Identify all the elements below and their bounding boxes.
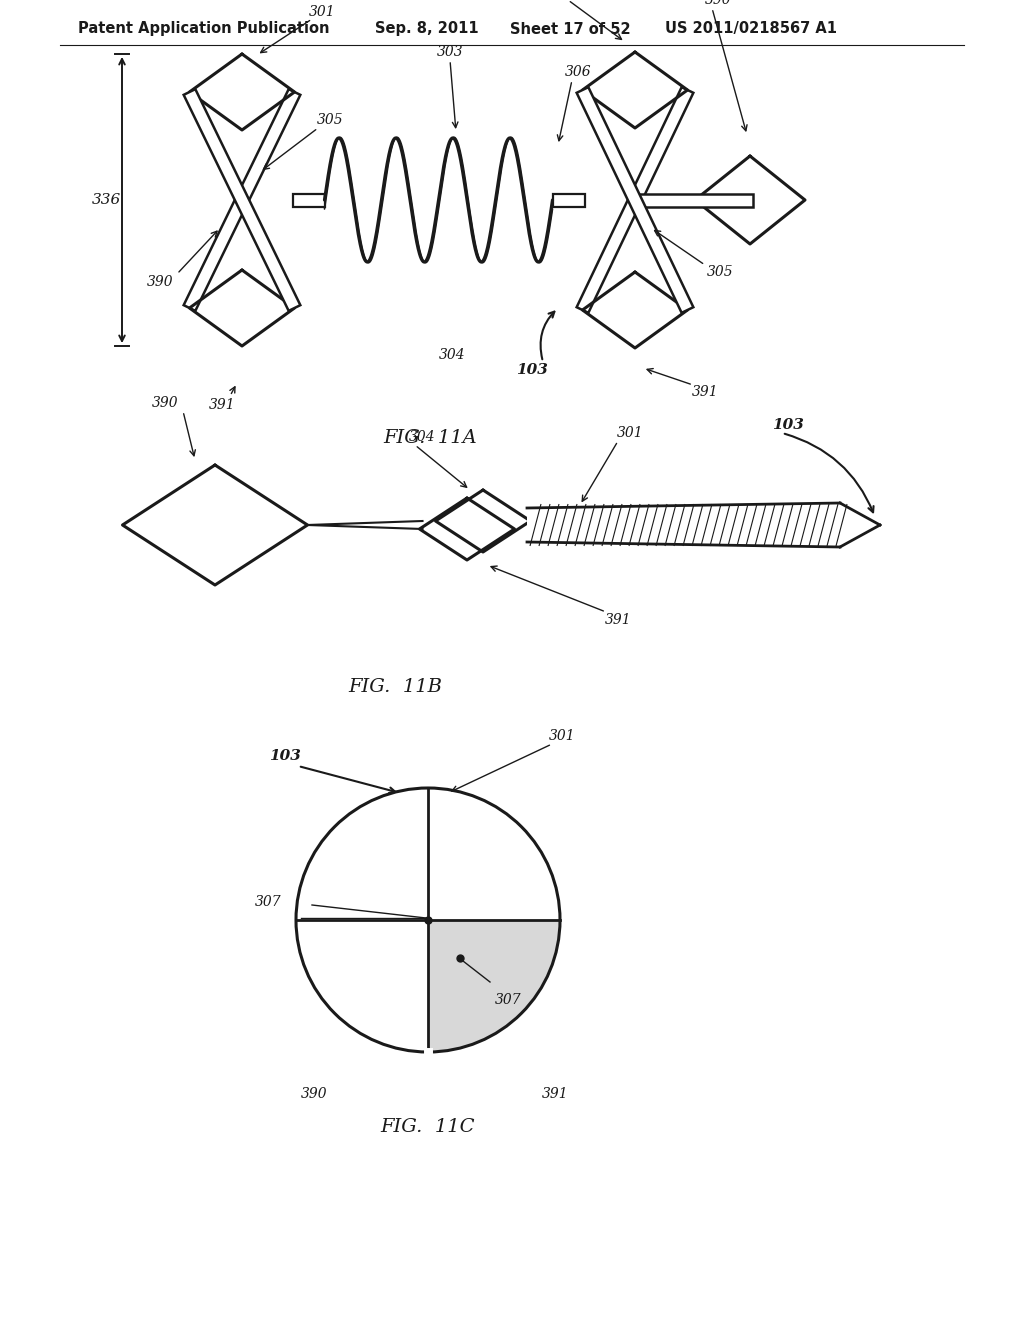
Text: 391: 391	[605, 612, 632, 627]
Text: 304: 304	[409, 430, 435, 444]
Polygon shape	[577, 87, 693, 313]
Polygon shape	[553, 194, 585, 206]
Polygon shape	[577, 87, 693, 313]
Text: 390: 390	[146, 275, 173, 289]
Text: Patent Application Publication: Patent Application Publication	[78, 21, 330, 37]
Polygon shape	[428, 920, 560, 1052]
Text: FIG.  11C: FIG. 11C	[381, 1118, 475, 1137]
Text: 304: 304	[438, 348, 465, 362]
Text: FIG.  11B: FIG. 11B	[348, 678, 442, 696]
Text: 305: 305	[316, 114, 343, 127]
Text: 391: 391	[542, 1086, 568, 1101]
Polygon shape	[428, 788, 560, 920]
Text: 103: 103	[269, 748, 301, 763]
Text: 390: 390	[301, 1086, 328, 1101]
Text: 391: 391	[209, 399, 236, 412]
Text: 306: 306	[564, 65, 591, 79]
Polygon shape	[527, 503, 880, 546]
Polygon shape	[293, 194, 325, 206]
Text: Sep. 8, 2011: Sep. 8, 2011	[375, 21, 478, 37]
Polygon shape	[635, 194, 753, 206]
Polygon shape	[183, 90, 300, 310]
Text: 390: 390	[152, 396, 178, 411]
Text: 390: 390	[705, 0, 731, 7]
Text: 301: 301	[549, 729, 575, 743]
Text: 305: 305	[707, 265, 733, 279]
Text: 391: 391	[691, 385, 718, 399]
Text: US 2011/0218567 A1: US 2011/0218567 A1	[665, 21, 837, 37]
Polygon shape	[296, 920, 428, 1052]
Text: FIG.  11A: FIG. 11A	[383, 429, 477, 447]
Text: 336: 336	[91, 193, 121, 207]
Polygon shape	[183, 90, 300, 310]
Text: 303: 303	[436, 45, 463, 59]
Text: 301: 301	[308, 5, 335, 18]
Text: 307: 307	[255, 895, 282, 909]
Text: 301: 301	[616, 426, 643, 440]
Text: 307: 307	[495, 993, 521, 1007]
Text: 103: 103	[772, 418, 804, 432]
Text: 103: 103	[516, 363, 548, 378]
Polygon shape	[296, 788, 428, 920]
Text: Sheet 17 of 52: Sheet 17 of 52	[510, 21, 631, 37]
